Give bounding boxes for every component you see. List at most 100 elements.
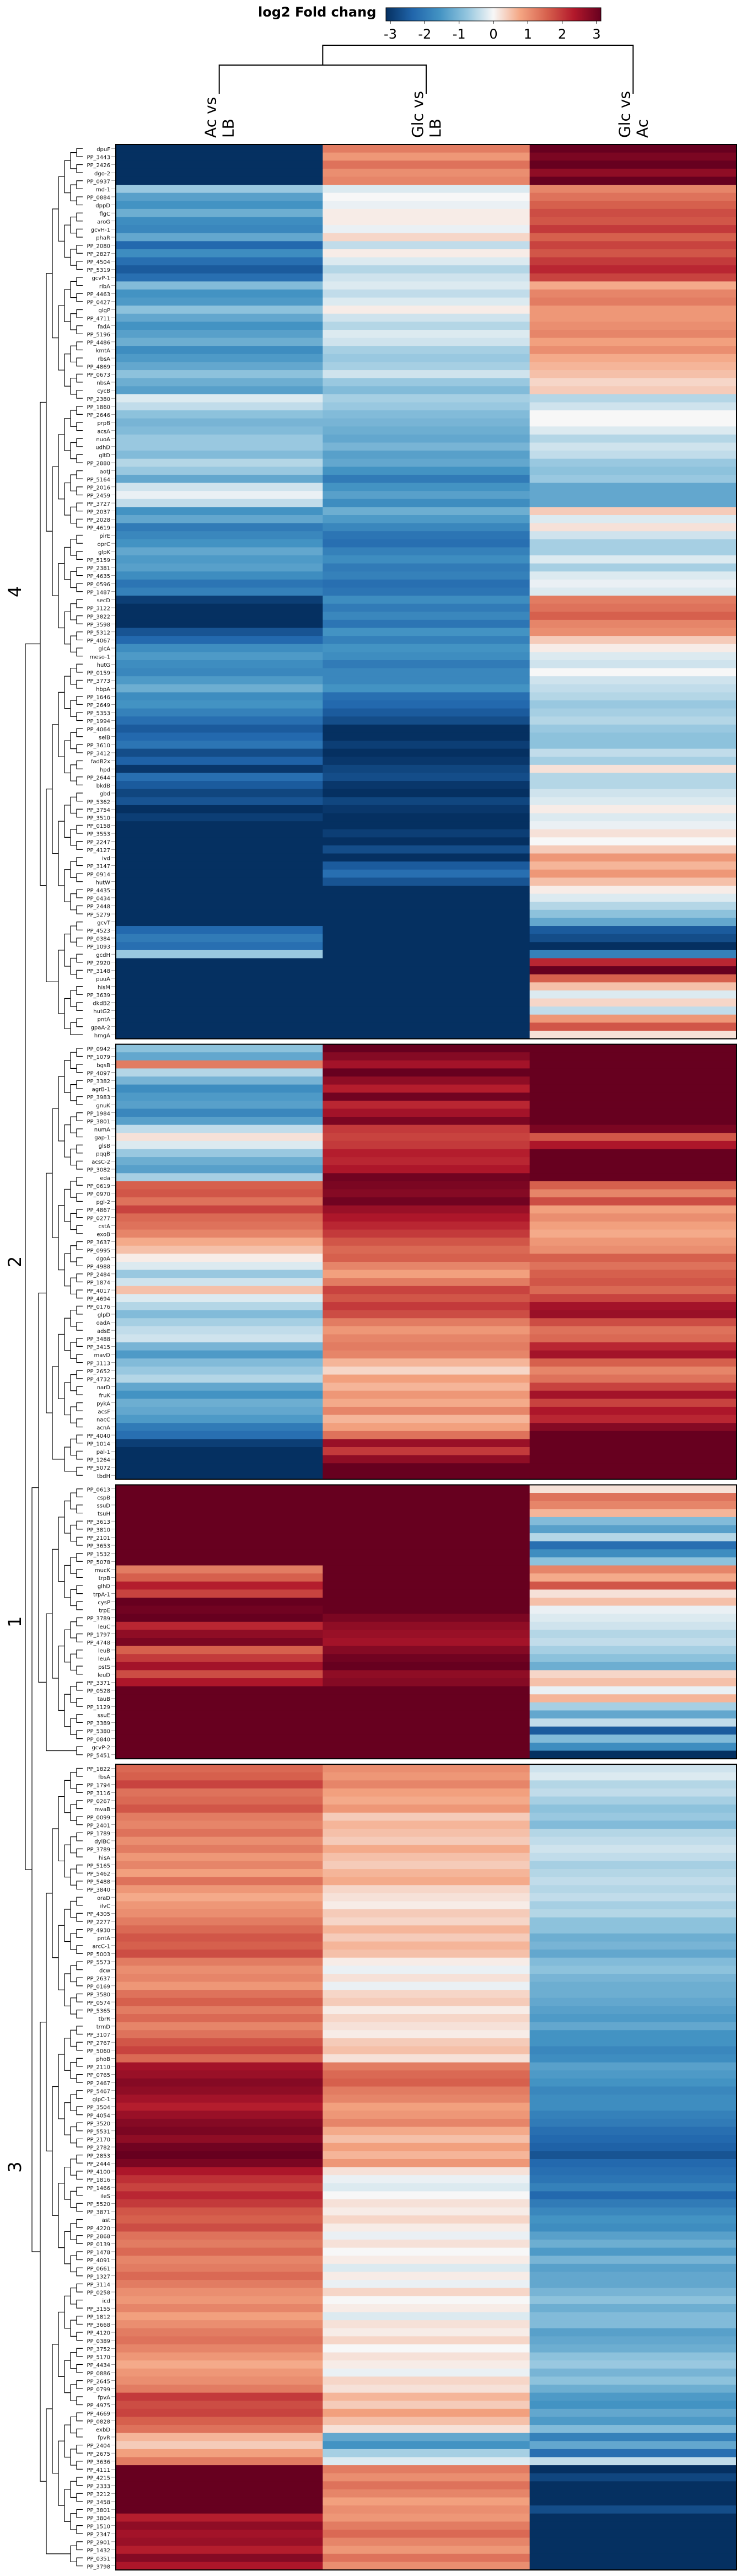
- row-label: oadA: [96, 1320, 111, 1326]
- row-dendrogram-branch: [70, 2159, 77, 2176]
- heatmap-cell: [116, 281, 323, 290]
- row-label: PP_5365: [87, 2008, 110, 2014]
- heatmap-cell: [323, 926, 530, 935]
- row-dendrogram-branch: [70, 829, 77, 846]
- heatmap-cell: [116, 877, 323, 886]
- heatmap-cell: [529, 2006, 737, 2015]
- heatmap-cell: [323, 1917, 530, 1926]
- cluster-2-block: [116, 1044, 737, 1480]
- heatmap-cell: [529, 1646, 737, 1654]
- heatmap-cell: [116, 918, 323, 926]
- heatmap-cell: [323, 2449, 530, 2458]
- heatmap-cell: [323, 1654, 530, 1663]
- heatmap-cell: [323, 1014, 530, 1023]
- heatmap-cell: [116, 1501, 323, 1509]
- heatmap-cell: [323, 1294, 530, 1303]
- heatmap-cell: [116, 869, 323, 878]
- heatmap-cell: [116, 201, 323, 210]
- row-label: PP_0995: [87, 1248, 110, 1254]
- heatmap-cell: [116, 1829, 323, 1838]
- heatmap-cell: [529, 402, 737, 411]
- row-label: PP_3801: [87, 2508, 110, 2514]
- row-dendrogram-branch: [70, 1052, 77, 1069]
- row-dendrogram-branch: [76, 1305, 83, 1315]
- heatmap-cell: [529, 1173, 737, 1182]
- legend-colorbar: [385, 7, 602, 22]
- heatmap-cell: [116, 1447, 323, 1456]
- row-dendrogram-branch: [76, 1386, 83, 1395]
- row-dendrogram-branch: [76, 2267, 83, 2277]
- row-label: PP_3668: [87, 2322, 110, 2328]
- heatmap-cell: [323, 1318, 530, 1327]
- heatmap-cell: [116, 1734, 323, 1743]
- row-label: PP_3082: [87, 1167, 110, 1174]
- heatmap-cell: [116, 2344, 323, 2353]
- heatmap-cell: [323, 1694, 530, 1703]
- heatmap-cell: [529, 1133, 737, 1142]
- heatmap-cell: [323, 281, 530, 290]
- row-dendrogram-branch: [70, 506, 77, 524]
- row-dendrogram-branch: [76, 2557, 83, 2567]
- heatmap-cell: [323, 918, 530, 926]
- heatmap-cell: [323, 1133, 530, 1142]
- heatmap-cell: [116, 902, 323, 911]
- heatmap-cell: [323, 2368, 530, 2377]
- heatmap-cell: [323, 1812, 530, 1821]
- heatmap-cell: [529, 861, 737, 870]
- row-label: PP_2426: [87, 163, 110, 169]
- row-dendrogram-branch: [70, 1557, 77, 1574]
- heatmap-cell: [116, 2151, 323, 2160]
- row-dendrogram-branch: [76, 2444, 83, 2454]
- row-label: PP_1646: [87, 694, 110, 700]
- heatmap-cell: [116, 1670, 323, 1679]
- heatmap-cell: [323, 1646, 530, 1654]
- row-label: PP_4523: [87, 928, 110, 934]
- heatmap-cell: [529, 1742, 737, 1752]
- row-dendrogram-branch: [64, 1060, 71, 1093]
- heatmap-cell: [529, 926, 737, 935]
- row-label: hisA: [99, 1855, 110, 1861]
- heatmap-cell: [323, 1796, 530, 1805]
- heatmap-cell: [323, 458, 530, 467]
- heatmap-cell: [529, 732, 737, 741]
- heatmap-cell: [529, 2408, 737, 2418]
- row-label: trmD: [96, 2025, 111, 2031]
- row-label: PP_2101: [87, 1535, 110, 1541]
- heatmap-cell: [116, 1245, 323, 1254]
- heatmap-cell: [529, 692, 737, 701]
- row-label: PP_4091: [87, 2258, 110, 2264]
- heatmap-cell: [116, 2118, 323, 2128]
- heatmap-cell: [323, 2247, 530, 2256]
- row-dendrogram-branch: [58, 1646, 65, 1711]
- heatmap-cell: [116, 1597, 323, 1606]
- heatmap-cell: [116, 1614, 323, 1622]
- heatmap-cell: [323, 1557, 530, 1566]
- row-dendrogram-branch: [76, 261, 83, 270]
- heatmap-cell: [116, 1925, 323, 1934]
- heatmap-cell: [323, 869, 530, 878]
- heatmap-cell: [323, 2481, 530, 2490]
- row-dendrogram-branch: [76, 986, 83, 995]
- heatmap-cell: [116, 1678, 323, 1687]
- heatmap-cell: [323, 974, 530, 983]
- heatmap-cell: [116, 636, 323, 645]
- heatmap-cell: [529, 1390, 737, 1399]
- heatmap-cell: [529, 797, 737, 806]
- heatmap-cell: [116, 2296, 323, 2305]
- row-label: exbD: [96, 2427, 110, 2433]
- cluster-border: [115, 1484, 737, 1760]
- column-label: Glc vsAc: [615, 91, 651, 138]
- heatmap-cell: [323, 1221, 530, 1230]
- row-dendrogram-branch: [76, 1881, 83, 1890]
- row-label: PP_2649: [87, 703, 110, 709]
- heatmap-cell: [529, 1820, 737, 1829]
- row-label: arcC-1: [93, 1944, 110, 1950]
- row-label: PP_4711: [87, 316, 110, 322]
- heatmap-cell: [529, 2135, 737, 2144]
- heatmap-cell: [529, 2433, 737, 2441]
- row-dendrogram-branch: [70, 2255, 77, 2273]
- row-label: PP_3122: [87, 606, 110, 612]
- row-label: PP_0942: [87, 1047, 110, 1053]
- row-label: PP_3382: [87, 1079, 110, 1085]
- row-label: PP_2333: [87, 2483, 110, 2489]
